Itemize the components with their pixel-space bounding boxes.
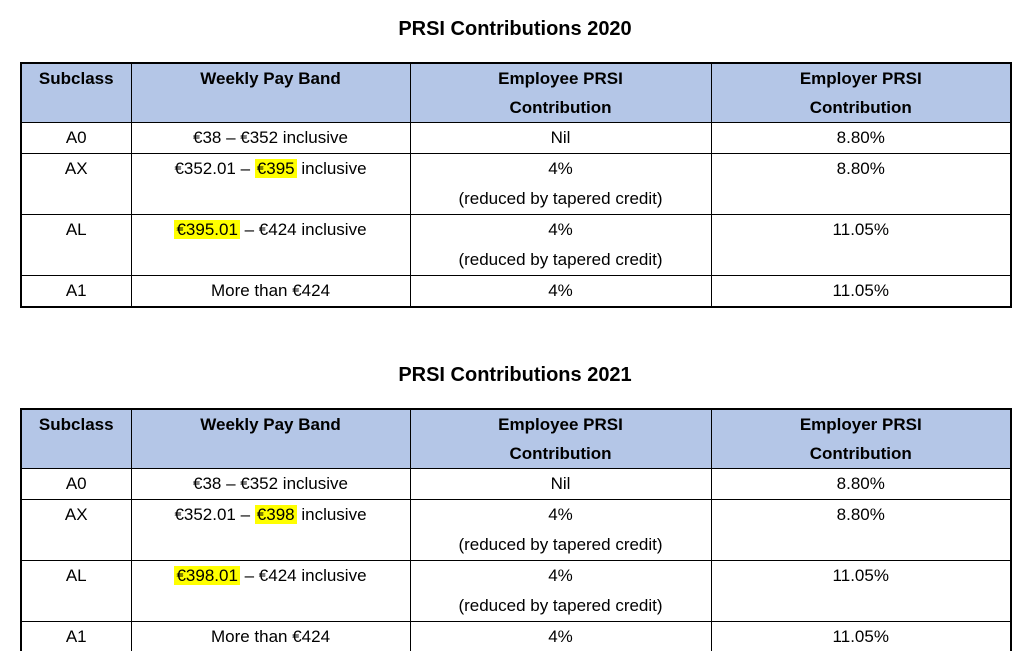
header-line: Contribution (509, 98, 612, 117)
subclass-cell: AL (20, 560, 132, 622)
employee-note: (reduced by tapered credit) (458, 250, 663, 269)
col-header-weekly-pay-band: Weekly Pay Band (130, 408, 411, 469)
pay-band-text: More than €424 (210, 627, 331, 646)
header-line: Employer PRSI (799, 69, 922, 88)
table-row-a1: A1 More than €424 4% 11.05% (20, 621, 1012, 651)
section-2020: PRSI Contributions 2020 Subclass Weekly … (0, 0, 1023, 308)
pay-band-cell: €398.01 – €424 inclusive (130, 560, 411, 622)
highlighted-value: €398 (254, 505, 297, 524)
pay-band-text: €352.01 – (174, 505, 255, 524)
pay-band-text-after: – €424 inclusive (239, 566, 367, 585)
employer-contribution-cell: 8.80% (710, 122, 1012, 154)
employee-rate: 4% (548, 505, 573, 524)
subclass-cell: AX (20, 499, 132, 561)
table-row-a1: A1 More than €424 4% 11.05% (20, 275, 1012, 308)
pay-band-cell: €38 – €352 inclusive (130, 468, 411, 500)
employee-contribution-cell: 4% (409, 275, 712, 308)
col-header-employer-prsi: Employer PRSI Contribution (710, 62, 1012, 123)
table-row-a0: A0 €38 – €352 inclusive Nil 8.80% (20, 122, 1012, 154)
header-line: Weekly Pay Band (200, 415, 341, 434)
employee-contribution-cell: 4% (reduced by tapered credit) (409, 499, 712, 561)
highlighted-value: €395.01 (174, 220, 240, 239)
col-header-employee-prsi: Employee PRSI Contribution (409, 62, 712, 123)
table-title-2020: PRSI Contributions 2020 (398, 18, 632, 40)
pay-band-cell: €38 – €352 inclusive (130, 122, 411, 154)
employer-contribution-cell: 11.05% (710, 560, 1012, 622)
header-line: Contribution (809, 444, 912, 463)
employee-contribution-cell: 4% (409, 621, 712, 651)
table-row-al: AL €395.01 – €424 inclusive 4% (reduced … (20, 214, 1012, 276)
header-line: Subclass (38, 69, 114, 88)
header-line: Subclass (38, 415, 114, 434)
pay-band-text: €38 – €352 inclusive (192, 128, 348, 147)
header-line: Employer PRSI (799, 415, 922, 434)
table-row-a0: A0 €38 – €352 inclusive Nil 8.80% (20, 468, 1012, 500)
employer-contribution-cell: 11.05% (710, 621, 1012, 651)
subclass-cell: A0 (20, 122, 132, 154)
section-2021: PRSI Contributions 2021 Subclass Weekly … (0, 308, 1023, 651)
pay-band-cell: More than €424 (130, 621, 411, 651)
pay-band-cell: €352.01 – €395 inclusive (130, 153, 411, 215)
employee-note: (reduced by tapered credit) (458, 535, 663, 554)
table-row-al: AL €398.01 – €424 inclusive 4% (reduced … (20, 560, 1012, 622)
subclass-cell: A1 (20, 621, 132, 651)
header-row: Subclass Weekly Pay Band Employee PRSI C… (20, 408, 1012, 469)
employer-contribution-cell: 8.80% (710, 468, 1012, 500)
employee-rate: 4% (548, 281, 573, 300)
employee-rate: 4% (548, 627, 573, 646)
table-row-ax: AX €352.01 – €398 inclusive 4% (reduced … (20, 499, 1012, 561)
pay-band-text: €38 – €352 inclusive (192, 474, 348, 493)
col-header-employer-prsi: Employer PRSI Contribution (710, 408, 1012, 469)
prsi-table-2020: Subclass Weekly Pay Band Employee PRSI C… (20, 62, 1012, 308)
subclass-cell: AL (20, 214, 132, 276)
pay-band-text-after: inclusive (296, 159, 367, 178)
pay-band-cell: €395.01 – €424 inclusive (130, 214, 411, 276)
header-line: Employee PRSI (498, 69, 623, 88)
subclass-cell: A1 (20, 275, 132, 308)
employer-contribution-cell: 8.80% (710, 499, 1012, 561)
subclass-cell: AX (20, 153, 132, 215)
employee-rate: 4% (548, 220, 573, 239)
table-row-ax: AX €352.01 – €395 inclusive 4% (reduced … (20, 153, 1012, 215)
pay-band-text-after: inclusive (296, 505, 367, 524)
employee-rate: Nil (550, 474, 571, 493)
employee-contribution-cell: 4% (reduced by tapered credit) (409, 214, 712, 276)
highlighted-value: €395 (254, 159, 297, 178)
employee-contribution-cell: 4% (reduced by tapered credit) (409, 560, 712, 622)
table-title-2021: PRSI Contributions 2021 (398, 364, 632, 386)
employee-note: (reduced by tapered credit) (458, 596, 663, 615)
pay-band-cell: €352.01 – €398 inclusive (130, 499, 411, 561)
employee-note: (reduced by tapered credit) (458, 189, 663, 208)
col-header-employee-prsi: Employee PRSI Contribution (409, 408, 712, 469)
header-line: Employee PRSI (498, 415, 623, 434)
subclass-cell: A0 (20, 468, 132, 500)
employee-contribution-cell: 4% (reduced by tapered credit) (409, 153, 712, 215)
col-header-subclass: Subclass (20, 62, 132, 123)
header-line: Contribution (509, 444, 612, 463)
pay-band-text-after: – €424 inclusive (239, 220, 367, 239)
employee-rate: 4% (548, 566, 573, 585)
employee-contribution-cell: Nil (409, 468, 712, 500)
employer-contribution-cell: 11.05% (710, 214, 1012, 276)
header-line: Weekly Pay Band (200, 69, 341, 88)
pay-band-cell: More than €424 (130, 275, 411, 308)
header-row: Subclass Weekly Pay Band Employee PRSI C… (20, 62, 1012, 123)
col-header-subclass: Subclass (20, 408, 132, 469)
col-header-weekly-pay-band: Weekly Pay Band (130, 62, 411, 123)
prsi-table-2021: Subclass Weekly Pay Band Employee PRSI C… (20, 408, 1012, 651)
employee-rate: Nil (550, 128, 571, 147)
pay-band-text: €352.01 – (174, 159, 255, 178)
header-line: Contribution (809, 98, 912, 117)
employer-contribution-cell: 8.80% (710, 153, 1012, 215)
employee-contribution-cell: Nil (409, 122, 712, 154)
pay-band-text: More than €424 (210, 281, 331, 300)
employer-contribution-cell: 11.05% (710, 275, 1012, 308)
employee-rate: 4% (548, 159, 573, 178)
highlighted-value: €398.01 (174, 566, 240, 585)
